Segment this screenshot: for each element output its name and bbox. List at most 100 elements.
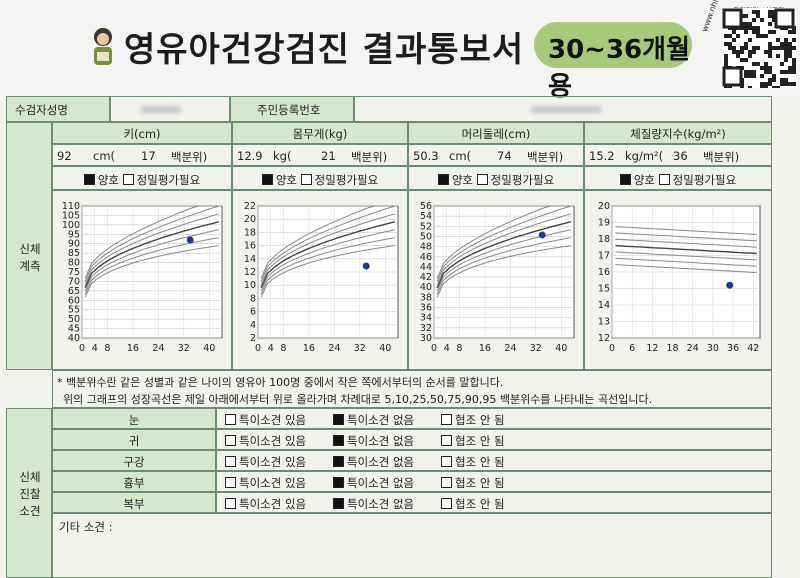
y-tick-label: 48 xyxy=(420,242,432,253)
other-findings-cell: 기타 소견 : xyxy=(52,513,772,578)
y-tick-label: 22 xyxy=(244,201,256,212)
x-tick-label: 0 xyxy=(79,343,85,354)
measure-value: 50.3 xyxy=(413,149,439,163)
y-tick-label: 75 xyxy=(68,267,80,278)
measure-value-cell: 50.3 cm(74 백분위) xyxy=(408,144,584,166)
percentile-curve xyxy=(436,205,571,282)
measure-value: 12.9 xyxy=(237,149,263,163)
x-tick-label: 16 xyxy=(479,343,491,354)
y-tick-label: 32 xyxy=(420,323,432,334)
exam-option-checkbox[interactable] xyxy=(441,456,452,467)
y-tick-label: 18 xyxy=(598,234,610,245)
measure-pct_label: 백분위) xyxy=(703,150,740,164)
exam-option-checkbox[interactable] xyxy=(441,414,452,425)
measure-header-3: 머리둘레(cm) xyxy=(461,127,531,141)
measure-value-cell: 12.9 kg(21 백분위) xyxy=(232,144,408,166)
exam-option-label: 협조 안 됨 xyxy=(455,476,505,490)
measure-header-1: 키(cm) xyxy=(123,127,161,141)
good-checkbox[interactable] xyxy=(437,174,449,185)
measure-pct_label: 백분위) xyxy=(527,150,564,164)
page-title: 영유아건강검진 결과통보서 xyxy=(124,30,525,70)
x-tick-label: 32 xyxy=(354,343,366,354)
name-value-cell xyxy=(110,96,230,122)
x-tick-label: 16 xyxy=(303,343,315,354)
exam-option: 특이소견 있음 xyxy=(225,475,306,491)
detail-checkbox[interactable] xyxy=(122,174,134,185)
y-tick-label: 34 xyxy=(420,313,432,324)
y-tick-label: 95 xyxy=(68,229,80,240)
percentile-curve xyxy=(260,205,395,279)
percentile-curve xyxy=(436,229,571,292)
exam-option-checkbox[interactable] xyxy=(333,498,344,509)
y-tick-label: 4 xyxy=(250,320,256,331)
blurred-id xyxy=(531,106,601,113)
x-tick-label: 32 xyxy=(178,343,190,354)
measurement-point xyxy=(186,236,194,244)
measure-chart-cell xyxy=(52,190,232,370)
percentile-curve xyxy=(615,264,757,273)
measure-unit: cm( xyxy=(449,149,472,163)
exam-option-checkbox[interactable] xyxy=(441,477,452,488)
measure-check-cell: 양호 정밀평가필요 xyxy=(232,166,408,190)
y-tick-label: 12 xyxy=(244,267,256,278)
exam-option: 협조 안 됨 xyxy=(441,412,505,428)
good-checkbox[interactable] xyxy=(261,174,273,185)
percentile-curve xyxy=(436,205,571,279)
percentile-curve xyxy=(260,221,395,289)
exam-row-label-cell: 귀 xyxy=(52,429,216,450)
y-tick-label: 44 xyxy=(420,262,432,273)
exam-option-checkbox[interactable] xyxy=(333,414,344,425)
x-tick-label: 24 xyxy=(504,343,516,354)
exam-option-checkbox[interactable] xyxy=(225,414,236,425)
exam-option: 특이소견 있음 xyxy=(225,496,306,512)
good-checkbox[interactable] xyxy=(619,174,631,185)
y-tick-label: 17 xyxy=(598,251,610,262)
exam-row-options: 특이소견 있음 특이소견 없음 협조 안 됨 xyxy=(216,450,772,471)
x-tick-label: 24 xyxy=(328,343,340,354)
y-tick-label: 90 xyxy=(68,239,80,250)
measure-chart-cell xyxy=(232,190,408,370)
percentile-curve xyxy=(260,229,395,292)
exam-option-checkbox[interactable] xyxy=(441,435,452,446)
exam-option-label: 특이소견 없음 xyxy=(347,413,415,427)
exam-section-label: 신체 진찰 소견 xyxy=(19,470,41,518)
detail-checkbox[interactable] xyxy=(476,174,488,185)
exam-option-label: 협조 안 됨 xyxy=(455,434,505,448)
good-checkbox[interactable] xyxy=(83,174,95,185)
exam-row-options: 특이소견 있음 특이소견 없음 협조 안 됨 xyxy=(216,408,772,429)
measure-pct_label: 백분위) xyxy=(171,150,208,164)
qr-code-icon xyxy=(722,8,796,88)
detail-checkbox[interactable] xyxy=(658,174,670,185)
detail-checkbox[interactable] xyxy=(300,174,312,185)
exam-row-label: 귀 xyxy=(128,434,140,448)
exam-option-checkbox[interactable] xyxy=(225,435,236,446)
exam-option-label: 협조 안 됨 xyxy=(455,413,505,427)
child-mascot-icon xyxy=(94,28,112,65)
exam-option-checkbox[interactable] xyxy=(441,498,452,509)
measure-chart-cell xyxy=(584,190,772,370)
detail-label: 정밀평가필요 xyxy=(314,173,379,187)
measure-header-2: 몸무게(kg) xyxy=(292,127,348,141)
y-tick-label: 52 xyxy=(420,221,432,232)
y-tick-label: 110 xyxy=(62,201,80,212)
exam-option-checkbox[interactable] xyxy=(333,477,344,488)
good-label: 양호 xyxy=(97,173,120,187)
exam-option-checkbox[interactable] xyxy=(225,456,236,467)
measurement-point xyxy=(538,231,546,239)
y-tick-label: 42 xyxy=(420,272,432,283)
x-tick-label: 40 xyxy=(203,343,215,354)
exam-option-checkbox[interactable] xyxy=(225,498,236,509)
exam-option-checkbox[interactable] xyxy=(333,456,344,467)
exam-option-checkbox[interactable] xyxy=(333,435,344,446)
y-tick-label: 12 xyxy=(598,333,610,344)
measure-header-cell: 머리둘레(cm) xyxy=(408,122,584,144)
percentile-curve xyxy=(260,245,395,298)
measure-unit: cm( xyxy=(93,149,116,163)
y-tick-label: 100 xyxy=(62,220,80,231)
exam-option-checkbox[interactable] xyxy=(225,477,236,488)
x-tick-label: 30 xyxy=(707,343,719,354)
y-tick-label: 10 xyxy=(244,280,256,291)
detail-label: 정밀평가필요 xyxy=(490,173,555,187)
y-tick-label: 13 xyxy=(598,317,610,328)
